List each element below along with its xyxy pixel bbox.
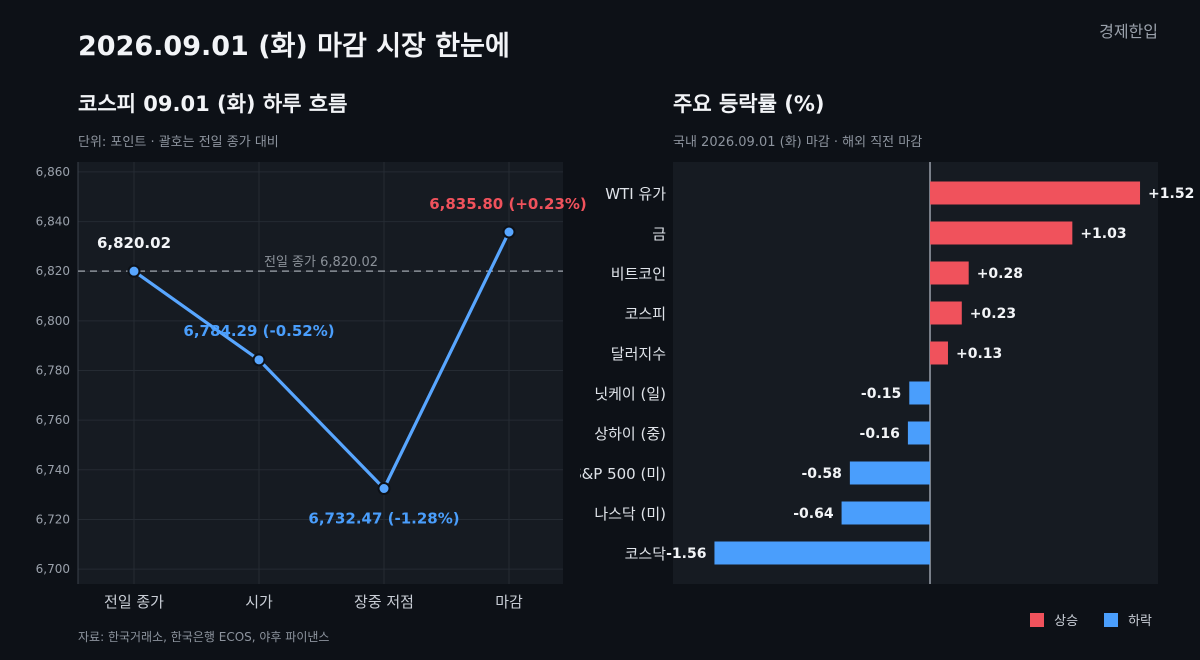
data-label: 6,732.47 (-1.28%) <box>308 510 459 528</box>
bar-chart-title: 주요 등락률 (%) <box>673 92 825 116</box>
category-label: 코스닥 <box>625 545 667 563</box>
value-label: -0.64 <box>793 506 834 522</box>
bar <box>714 541 931 565</box>
legend-label-down: 하락 <box>1128 614 1152 629</box>
legend-item-down: 하락 <box>1104 610 1152 629</box>
y-tick-label: 6,860 <box>36 165 70 179</box>
x-tick-label: 장중 저점 <box>354 593 414 611</box>
category-label: 코스피 <box>625 305 666 323</box>
y-tick-label: 6,700 <box>36 562 70 576</box>
y-tick-label: 6,800 <box>36 314 70 328</box>
reference-line-label: 전일 종가 6,820.02 <box>264 255 378 270</box>
bar <box>841 501 931 525</box>
bar <box>930 301 962 325</box>
legend-swatch-up <box>1030 612 1045 627</box>
value-label: -0.15 <box>861 386 901 402</box>
kospi-line-chart: 6,700 6,720 6,740 6,760 6,780 6,800 6,820 6,840… <box>36 162 587 611</box>
data-label: 6,835.80 (+0.23%) <box>429 195 587 213</box>
y-tick-label: 6,740 <box>36 463 70 477</box>
bar <box>909 381 931 405</box>
bar <box>930 261 969 285</box>
value-label: -0.58 <box>802 466 842 482</box>
value-label: +1.03 <box>1080 226 1126 242</box>
y-tick-label: 6,780 <box>36 364 70 378</box>
line-chart-title: 코스피 09.01 (화) 하루 흐름 <box>78 92 348 116</box>
value-label: +0.13 <box>956 346 1002 362</box>
change-bar-chart: WTI 유가 +1.52 금 +1.03 비트코인 +0.28 코스피 +0.23 달러지수 +0… <box>580 162 1194 584</box>
data-label: 6,784.29 (-0.52%) <box>183 322 334 340</box>
main-title: 2026.09.01 (화) 마감 시장 한눈에 <box>78 31 510 62</box>
legend-label-up: 상승 <box>1054 614 1079 629</box>
category-label: 나스닥 (미) <box>594 505 666 523</box>
source-note: 자료: 한국거래소, 한국은행 ECOS, 야후 파이낸스 <box>78 630 330 644</box>
category-label: 닛케이 (일) <box>594 385 666 403</box>
bar <box>930 221 1073 245</box>
y-tick-label: 6,820 <box>36 264 70 278</box>
value-label: +1.52 <box>1148 186 1194 202</box>
legend: 상승 하락 <box>1030 610 1152 629</box>
x-tick-label: 시가 <box>245 593 273 611</box>
data-point <box>252 353 266 367</box>
value-label: -1.56 <box>666 546 706 562</box>
plot-area <box>78 162 563 584</box>
bar <box>930 341 948 365</box>
category-label: 상하이 (중) <box>594 425 666 443</box>
brand-label: 경제한입 <box>1099 22 1158 41</box>
legend-item-up: 상승 <box>1030 610 1078 629</box>
data-point <box>127 264 141 278</box>
x-tick-label: 마감 <box>495 593 523 611</box>
value-label: +0.28 <box>977 266 1023 282</box>
category-label: WTI 유가 <box>605 185 666 203</box>
data-point <box>377 482 391 496</box>
bar <box>849 461 931 485</box>
bar <box>930 181 1141 205</box>
y-tick-label: 6,720 <box>36 512 70 526</box>
x-tick-label: 전일 종가 <box>104 593 164 611</box>
category-label: 금 <box>652 225 666 243</box>
category-label: S&P 500 (미) <box>580 465 666 483</box>
bar-chart-subtitle: 국내 2026.09.01 (화) 마감 · 해외 직전 마감 <box>673 135 923 150</box>
data-label: 6,820.02 <box>97 234 171 252</box>
data-point <box>502 225 516 239</box>
line-chart-subtitle: 단위: 포인트 · 괄호는 전일 종가 대비 <box>78 135 279 150</box>
legend-swatch-down <box>1104 612 1119 627</box>
category-label: 달러지수 <box>611 345 666 363</box>
value-label: +0.23 <box>970 306 1016 322</box>
kospi-series-line <box>133 231 511 491</box>
y-tick-label: 6,840 <box>36 215 70 229</box>
bar <box>907 421 931 445</box>
category-label: 비트코인 <box>611 265 666 283</box>
value-label: -0.16 <box>860 426 900 442</box>
y-tick-label: 6,760 <box>36 413 70 427</box>
